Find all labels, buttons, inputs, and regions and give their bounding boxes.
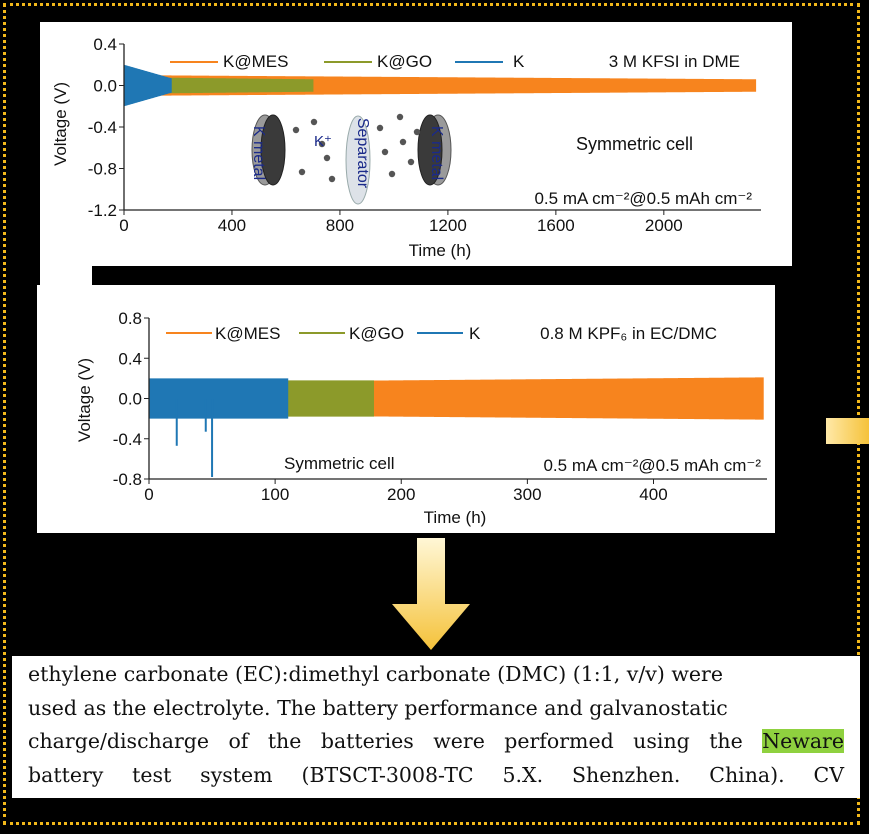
- inset-right-label: K metal: [428, 126, 445, 180]
- x-tick-label: 2000: [645, 216, 683, 235]
- legend-label-k-2: K: [469, 324, 481, 343]
- y-axis-label-kfsi: Voltage (V): [51, 82, 70, 166]
- ion-dot: [388, 170, 396, 178]
- y-tick-label: 0.0: [93, 77, 117, 96]
- ion-dot: [298, 168, 306, 176]
- ion-dot: [318, 140, 326, 148]
- cell-annotation-kfsi: Symmetric cell: [576, 134, 693, 154]
- chart-panel-kfsi: 0 400 800 1200 1600 2000 0.4 0.0 -0.4 -0.8 -1.2 K …: [40, 22, 792, 266]
- ion-dot: [310, 118, 318, 126]
- paragraph-line-3-text: charge/discharge of the batteries were p…: [28, 729, 743, 753]
- legend-kfsi: K@MES K@GO K: [170, 52, 525, 71]
- legend-label-kmes-2: K@MES: [215, 324, 280, 343]
- chart-kfsi-svg: 0 400 800 1200 1600 2000 0.4 0.0 -0.4 -0.8 -1.2 K …: [51, 35, 761, 260]
- ion-dot: [413, 128, 421, 136]
- y-tick-label: -1.2: [88, 201, 117, 220]
- ion-dot: [396, 113, 404, 121]
- right-electrode-face: [417, 114, 443, 186]
- x-tick-label: 300: [513, 485, 541, 504]
- y-tick-label: 0.4: [93, 35, 117, 54]
- legend-label-kmes: K@MES: [223, 52, 288, 71]
- inset-separator-label: Separator: [354, 118, 371, 189]
- electrolyte-annotation-kfsi: 3 M KFSI in DME: [609, 52, 740, 71]
- x-tick-label: 400: [218, 216, 246, 235]
- paper-excerpt: ethylene carbonate (EC):dimethyl carbona…: [12, 656, 860, 798]
- series-1-k: [123, 64, 172, 107]
- series-2-k: [148, 378, 289, 419]
- y-tick-label: 0.8: [118, 309, 142, 328]
- ion-dot: [328, 175, 336, 183]
- paragraph-line-3: charge/discharge of the batteries were p…: [28, 725, 844, 759]
- y-tick-label: 0.4: [118, 349, 142, 368]
- ion-dot: [323, 154, 331, 162]
- x-tick-label: 0: [119, 216, 128, 235]
- x-tick-label: 400: [639, 485, 667, 504]
- x-tick-label: 800: [326, 216, 354, 235]
- highlighted-term: Neware: [762, 729, 844, 753]
- y-tick-label: -0.8: [88, 160, 117, 179]
- paragraph-line-2: used as the electrolyte. The battery per…: [28, 695, 728, 720]
- rate-annotation-kfsi: 0.5 mA cm⁻²@0.5 mAh cm⁻²: [534, 189, 752, 208]
- x-tick-label: 1600: [537, 216, 575, 235]
- paragraph-line-4: battery test system (BTSCT-3008-TC 5.X. …: [28, 762, 844, 787]
- chart-kpf6-svg: 0 100 200 300 400 0.8 0.4 0.0 -0.4 -0.8 K@MES K@G…: [75, 309, 767, 527]
- rate-annotation-kpf6: 0.5 mA cm⁻²@0.5 mAh cm⁻²: [543, 456, 761, 475]
- panel-label-box-b: [40, 266, 92, 285]
- legend-label-kgo-2: K@GO: [349, 324, 404, 343]
- x-tick-label: 100: [261, 485, 289, 504]
- ion-dot: [381, 148, 389, 156]
- legend-label-kgo: K@GO: [377, 52, 432, 71]
- y-tick-label: -0.8: [113, 470, 142, 489]
- panel-label-box-a: [40, 22, 80, 48]
- separator-icon: [345, 115, 371, 205]
- y-tick-label: -0.4: [113, 430, 142, 449]
- inset-left-label: K metal: [250, 126, 267, 180]
- chart-panel-kpf6: 0 100 200 300 400 0.8 0.4 0.0 -0.4 -0.8 K@MES K@G…: [37, 285, 775, 533]
- inset-ion-label: K⁺: [314, 133, 332, 150]
- x-tick-label: 200: [387, 485, 415, 504]
- paragraph-line-1: ethylene carbonate (EC):dimethyl carbona…: [28, 662, 723, 686]
- down-arrow-icon: [392, 538, 470, 650]
- cell-annotation-kpf6: Symmetric cell: [284, 454, 395, 473]
- y-axis-label-kpf6: Voltage (V): [75, 358, 94, 442]
- inset-schematic: K metal Separator K metal K⁺: [250, 113, 452, 205]
- ion-dot: [292, 126, 300, 134]
- ion-dots: [292, 113, 421, 183]
- ion-dot: [399, 138, 407, 146]
- x-axis-label-kfsi: Time (h): [409, 241, 472, 260]
- y-tick-label: -0.4: [88, 118, 117, 137]
- x-axis-label-kpf6: Time (h): [424, 508, 487, 527]
- side-arrow-stub: [826, 418, 869, 444]
- x-tick-label: 1200: [429, 216, 467, 235]
- ion-dot: [376, 124, 384, 132]
- x-tick-label: 0: [144, 485, 153, 504]
- dotted-frame: [3, 3, 860, 825]
- left-electrode-face: [260, 114, 286, 186]
- y-tick-label: 0.0: [118, 390, 142, 409]
- legend-kpf6: K@MES K@GO K: [166, 324, 481, 343]
- electrolyte-annotation-kpf6: 0.8 M KPF₆ in EC/DMC: [540, 324, 717, 343]
- ion-dot: [407, 158, 415, 166]
- legend-label-k: K: [513, 52, 525, 71]
